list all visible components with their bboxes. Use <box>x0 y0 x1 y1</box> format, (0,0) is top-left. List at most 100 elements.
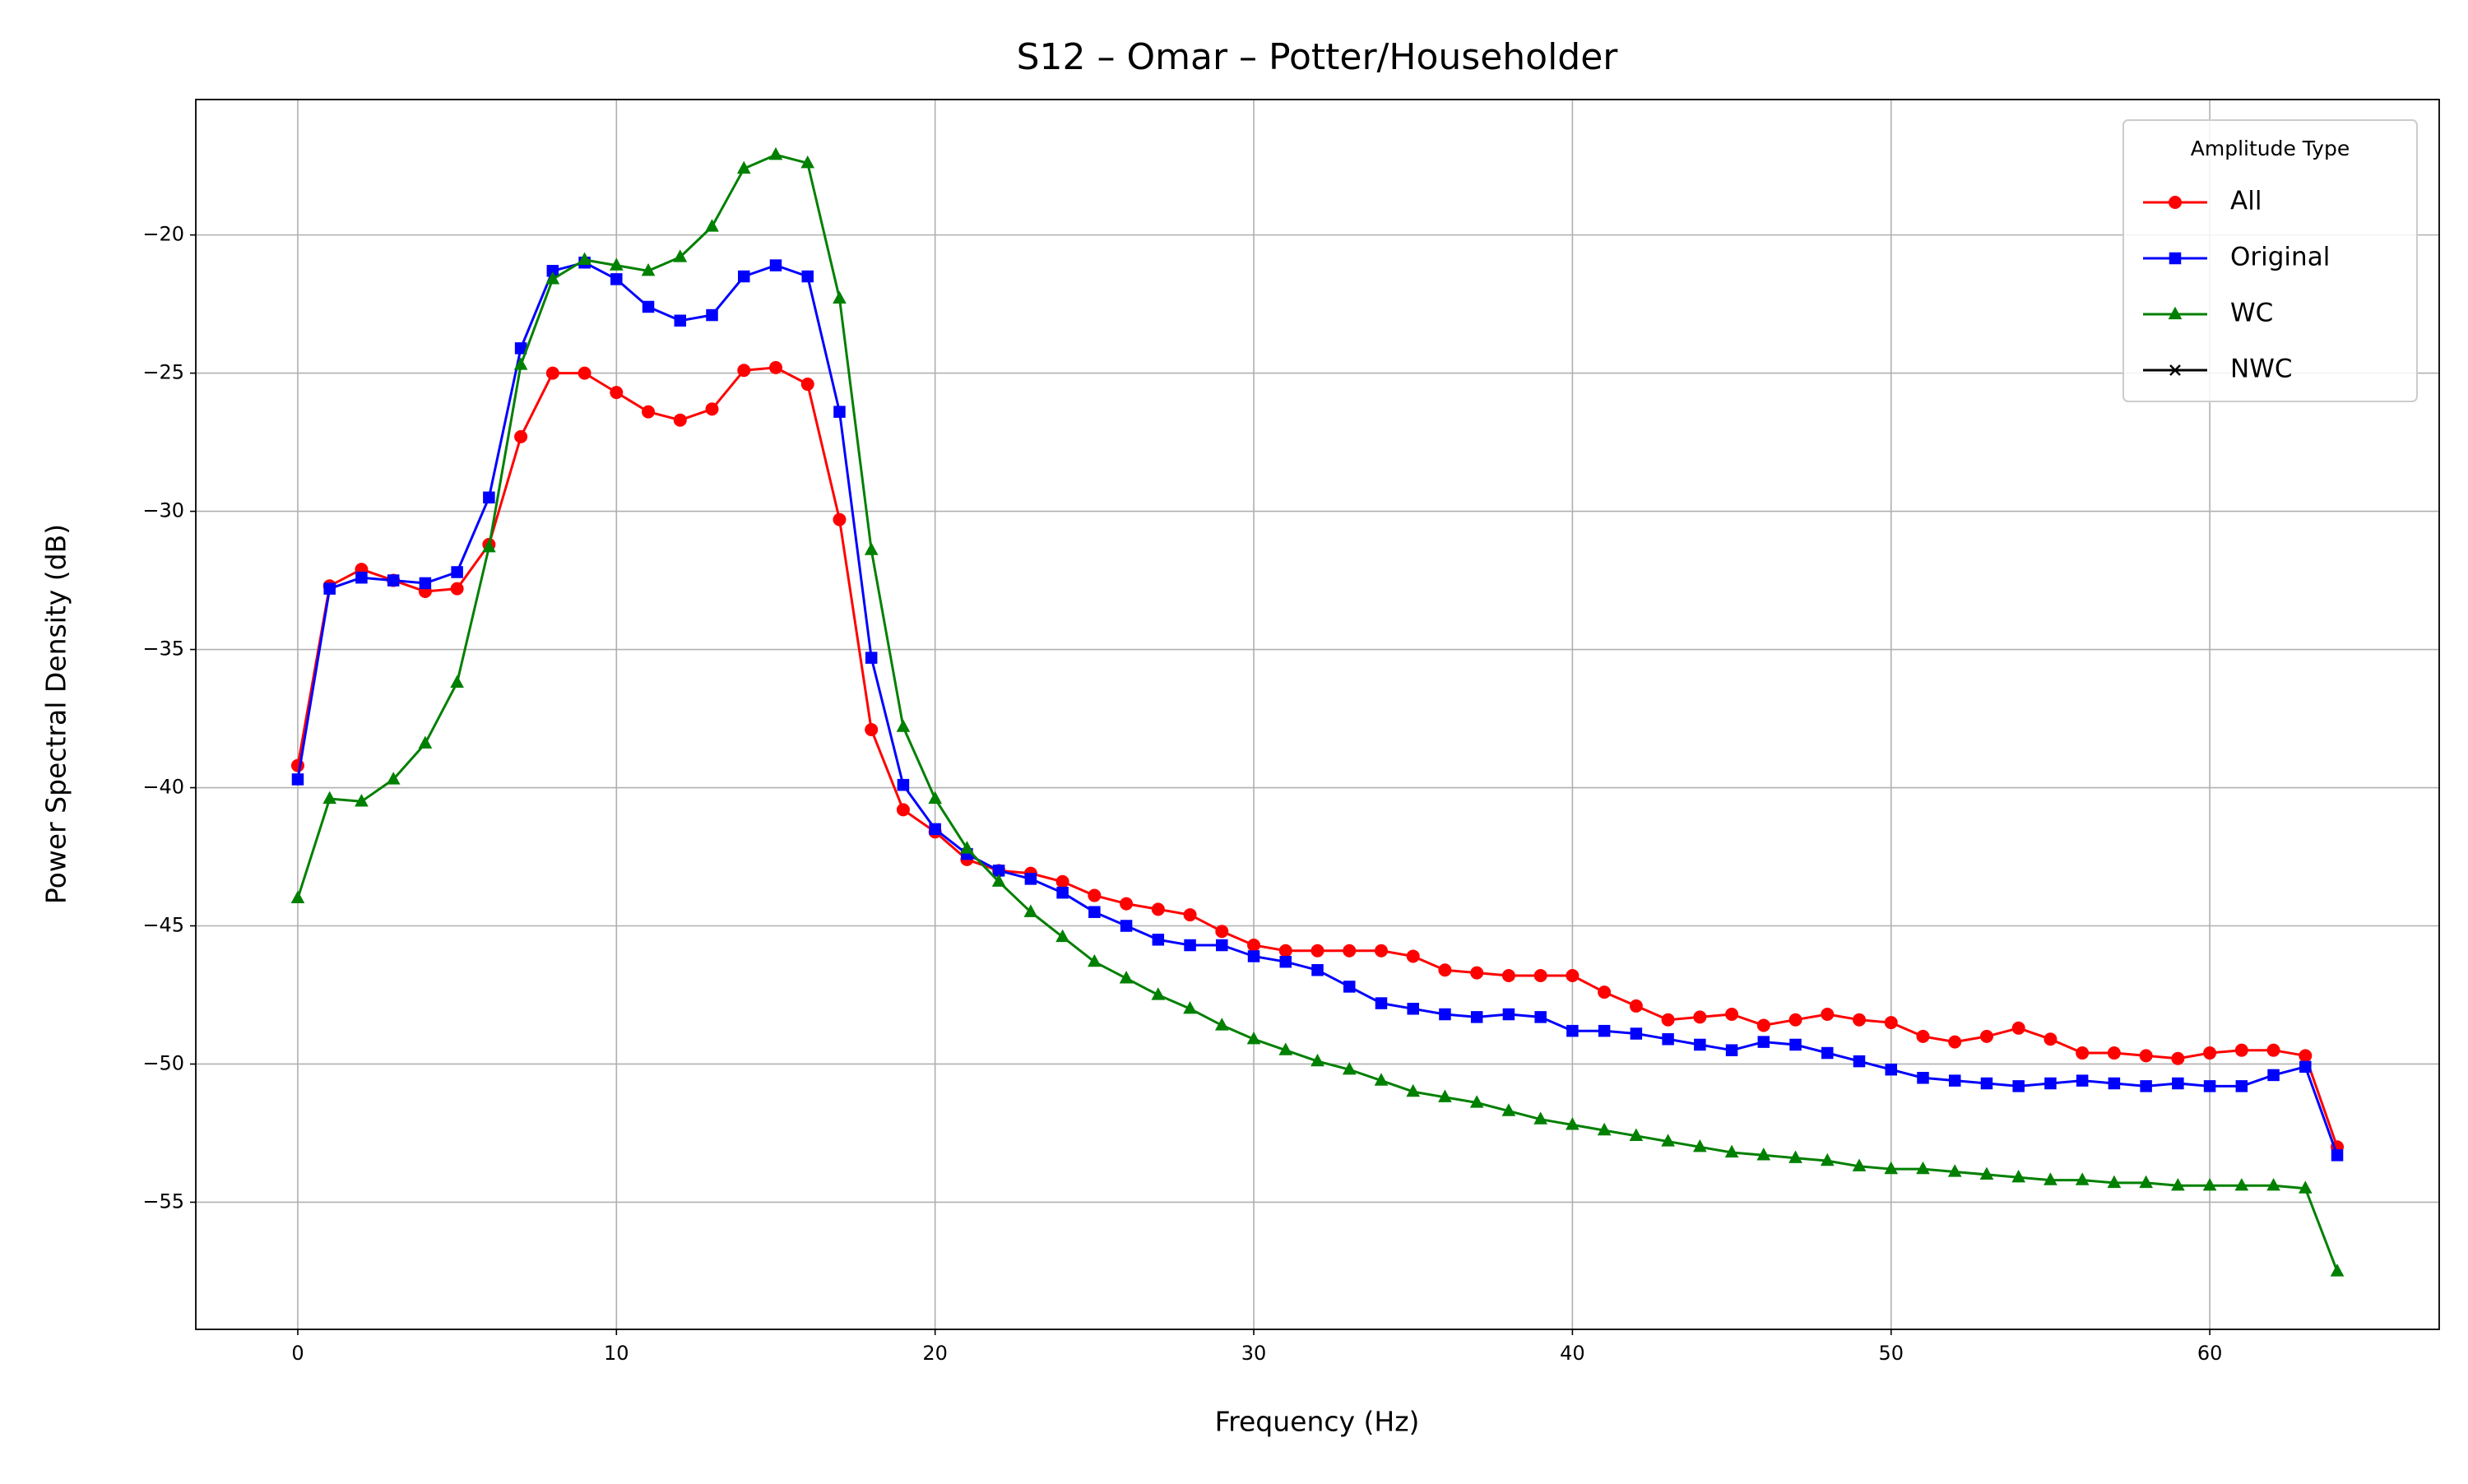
marker <box>2202 1178 2217 1191</box>
marker <box>513 357 528 370</box>
marker <box>1120 920 1133 932</box>
marker <box>2266 1178 2280 1191</box>
marker <box>1501 968 1515 982</box>
marker <box>1088 906 1101 918</box>
marker <box>865 652 878 664</box>
marker <box>1279 955 1292 968</box>
marker <box>2266 1043 2280 1057</box>
marker <box>737 364 751 378</box>
marker <box>1534 1011 1547 1023</box>
marker <box>578 252 591 265</box>
marker <box>450 675 464 688</box>
marker <box>1247 950 1260 962</box>
legend-label: All <box>2230 187 2262 216</box>
marker <box>386 772 401 785</box>
y-tick-label: −35 <box>142 638 184 661</box>
marker <box>2140 1080 2152 1092</box>
marker <box>1948 1074 1961 1087</box>
marker <box>2075 1172 2090 1185</box>
marker <box>483 491 495 504</box>
marker <box>2234 1178 2249 1191</box>
marker <box>1598 1024 1611 1037</box>
marker <box>610 386 624 400</box>
marker <box>769 259 782 271</box>
marker <box>1788 1150 1802 1163</box>
marker <box>2234 1043 2248 1057</box>
marker <box>1407 1003 1419 1015</box>
marker <box>768 360 782 374</box>
legend-label: Original <box>2230 243 2330 272</box>
marker <box>1694 1038 1706 1051</box>
marker <box>1406 949 1420 963</box>
marker <box>2076 1074 2089 1087</box>
marker <box>642 300 655 313</box>
x-tick-label: 30 <box>1241 1342 1267 1365</box>
series <box>291 256 2344 1162</box>
y-tick-label: −55 <box>142 1190 184 1213</box>
marker <box>1853 1013 1867 1027</box>
marker <box>1566 968 1580 982</box>
marker <box>2172 1077 2184 1090</box>
series <box>290 146 2345 1277</box>
x-tick-label: 40 <box>1560 1342 1585 1365</box>
marker <box>641 262 656 276</box>
marker <box>1438 1089 1452 1102</box>
marker <box>355 571 368 584</box>
marker <box>2011 1021 2025 1035</box>
marker <box>1852 1158 1867 1171</box>
marker <box>545 366 559 380</box>
marker <box>1788 1013 1802 1027</box>
marker <box>1533 968 1547 982</box>
y-tick-label: −40 <box>142 776 184 799</box>
marker <box>2298 1180 2313 1194</box>
marker <box>1215 925 1229 939</box>
marker <box>1024 873 1037 885</box>
marker <box>578 366 591 380</box>
marker <box>1470 1011 1483 1023</box>
marker <box>1055 929 1069 943</box>
marker <box>1056 886 1069 899</box>
marker <box>1183 1000 1197 1014</box>
marker <box>1183 908 1197 922</box>
marker <box>2235 1080 2248 1092</box>
legend: Amplitude Type All Original WC NWC <box>2122 119 2418 402</box>
x-tick-label: 10 <box>604 1342 629 1365</box>
marker <box>1597 1122 1612 1136</box>
marker <box>705 219 719 232</box>
marker <box>1629 1128 1644 1141</box>
marker <box>1502 1008 1515 1021</box>
marker <box>290 758 304 772</box>
marker <box>2044 1032 2057 1046</box>
marker <box>1979 1166 1994 1180</box>
marker <box>1598 985 1612 999</box>
marker <box>1916 1029 1930 1043</box>
marker <box>1979 1029 1993 1043</box>
marker <box>1725 1008 1739 1022</box>
marker <box>1247 939 1261 953</box>
marker <box>833 512 847 526</box>
marker <box>1214 1018 1229 1031</box>
marker <box>419 577 432 590</box>
x-tick-label: 20 <box>922 1342 948 1365</box>
y-axis-label: Power Spectral Density (dB) <box>40 524 72 904</box>
marker <box>768 146 783 160</box>
marker <box>2169 196 2182 209</box>
marker <box>387 574 400 587</box>
marker <box>736 160 751 174</box>
marker <box>2107 1046 2121 1060</box>
marker <box>1501 1103 1516 1116</box>
marker <box>706 308 718 322</box>
marker <box>801 270 814 283</box>
marker <box>2171 1178 2185 1191</box>
marker <box>1566 1024 1579 1037</box>
marker <box>2331 1149 2344 1162</box>
chart-title: S12 – Omar – Potter/Householder <box>1017 36 1619 78</box>
marker <box>1216 939 1228 952</box>
marker <box>1821 1008 1835 1022</box>
marker <box>2169 364 2181 376</box>
marker <box>545 271 560 285</box>
marker <box>1088 953 1102 967</box>
marker <box>1692 1139 1707 1152</box>
marker <box>642 405 656 419</box>
